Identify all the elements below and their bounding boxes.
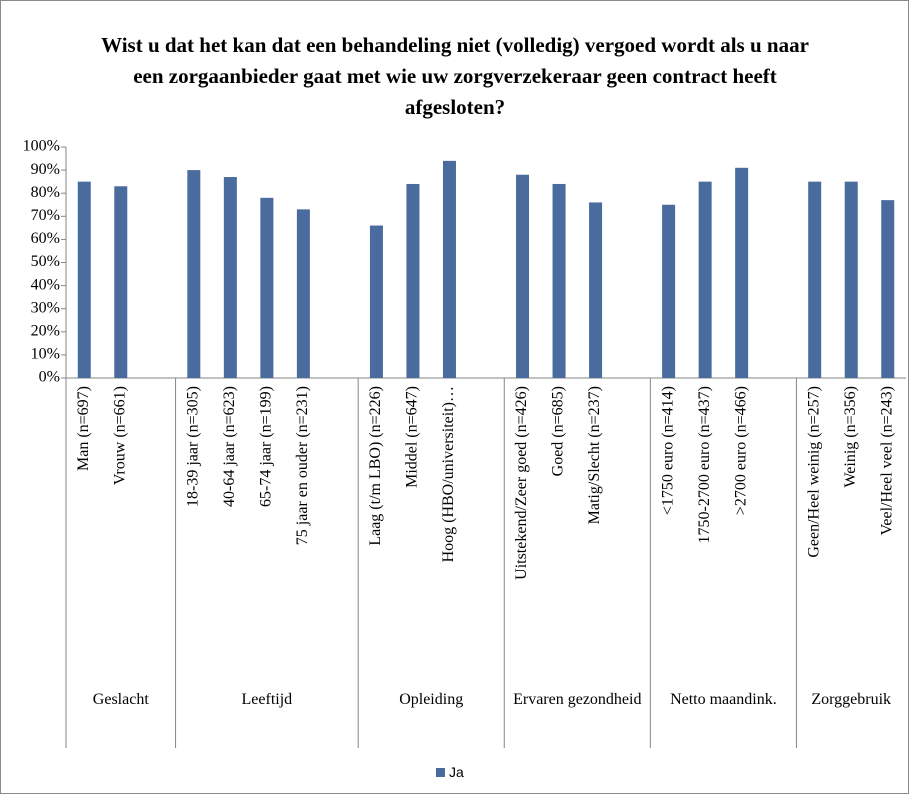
x-tick-label: 40-64 jaar (n=623) xyxy=(221,386,238,507)
group-label: Geslacht xyxy=(92,691,149,708)
x-tick-label: Man (n=697) xyxy=(75,386,92,471)
bar xyxy=(442,160,456,378)
x-tick-label: 65-74 jaar (n=199) xyxy=(258,386,275,507)
y-tick-label: 40% xyxy=(31,276,60,293)
group-label: Opleiding xyxy=(399,691,464,708)
x-tick-label: Weinig (n=356) xyxy=(842,386,859,488)
legend-swatch xyxy=(436,767,445,777)
y-tick-label: 80% xyxy=(31,184,60,201)
bar xyxy=(662,204,676,378)
x-tick-label: Uitstekend/Zeer goed (n=426) xyxy=(513,386,530,580)
x-tick-label: Veel/Heel veel (n=243) xyxy=(878,386,895,535)
x-tick-label: >2700 euro (n=466) xyxy=(732,386,749,515)
group-label: Netto maandink. xyxy=(670,691,777,708)
y-tick-label: 20% xyxy=(31,322,60,339)
bar xyxy=(296,209,310,378)
x-tick-label: 75 jaar en ouder (n=231) xyxy=(294,386,311,545)
y-tick-label: 90% xyxy=(31,161,60,178)
bar xyxy=(808,181,822,378)
bar xyxy=(698,181,712,378)
y-tick-label: 0% xyxy=(39,369,60,386)
x-tick-label: Geen/Heel weinig (n=257) xyxy=(805,386,822,558)
chart-title: Wist u dat het kan dat een behandeling n… xyxy=(101,33,809,119)
bar xyxy=(516,174,530,378)
bar xyxy=(735,167,749,378)
y-tick-label: 30% xyxy=(31,299,60,316)
bar xyxy=(844,181,858,378)
y-tick-label: 100% xyxy=(23,138,60,155)
x-tick-label: Middel (n=647) xyxy=(404,386,421,488)
bar xyxy=(77,181,91,378)
bar xyxy=(406,183,420,378)
bar xyxy=(881,200,895,378)
x-tick-label: Vrouw (n=661) xyxy=(111,386,128,485)
bar xyxy=(223,177,237,378)
group-label: Ervaren gezondheid xyxy=(513,691,642,708)
x-tick-label: Hoog (HBO/universiteit)… xyxy=(440,386,457,562)
x-tick-label: Matig/Slecht (n=237) xyxy=(586,386,603,524)
legend: Ja xyxy=(436,764,464,780)
y-tick-label: 70% xyxy=(31,207,60,224)
x-tick-label: Laag (t/m LBO) (n=226) xyxy=(367,386,384,546)
bar xyxy=(552,183,566,378)
x-tick-label: Goed (n=685) xyxy=(550,386,567,476)
x-tick-label: <1750 euro (n=414) xyxy=(659,386,676,515)
bar xyxy=(260,197,274,378)
bar xyxy=(114,186,128,378)
y-tick-label: 60% xyxy=(31,230,60,247)
bar xyxy=(369,225,383,378)
bar xyxy=(589,202,603,378)
bar xyxy=(187,170,201,378)
x-tick-label: 18-39 jaar (n=305) xyxy=(184,386,201,507)
y-tick-label: 10% xyxy=(31,346,60,363)
group-label: Zorggebruik xyxy=(811,691,892,708)
legend-label: Ja xyxy=(449,764,464,780)
y-tick-label: 50% xyxy=(31,253,60,270)
x-tick-label: 1750-2700 euro (n=437) xyxy=(696,386,713,543)
group-label: Leeftijd xyxy=(241,691,293,708)
